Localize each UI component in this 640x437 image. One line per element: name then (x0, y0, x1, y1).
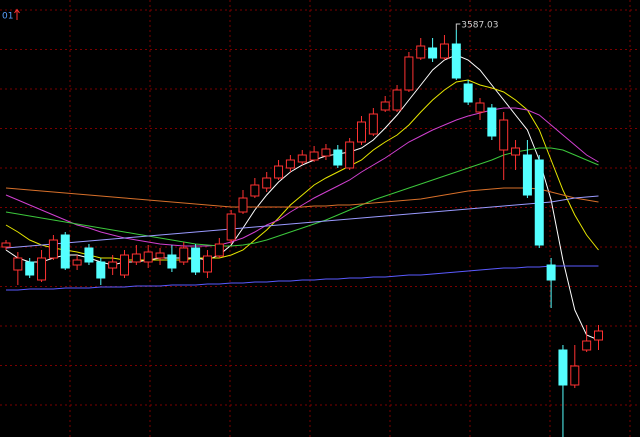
candle-body (511, 147, 521, 156)
candle-body (155, 252, 165, 259)
candle-body (558, 349, 568, 386)
candle-body (60, 234, 70, 269)
candle-body (451, 43, 461, 79)
candle-body (582, 340, 592, 351)
candle-body (333, 149, 343, 166)
candle-body (546, 264, 556, 281)
candle-body (72, 259, 82, 266)
candle-body (594, 330, 603, 341)
candle-body (570, 365, 580, 386)
candle-body (404, 56, 414, 91)
candle-body (475, 102, 485, 113)
candle-body (84, 247, 94, 263)
candle-body (96, 261, 106, 279)
annotations: 3587.03 (455, 20, 499, 30)
candle-body (321, 148, 331, 157)
candle-body (25, 261, 35, 276)
candle-body (1, 242, 11, 248)
candle-body (143, 251, 153, 263)
candle-body (214, 243, 224, 257)
candle-body (250, 184, 260, 197)
candle-body (416, 45, 426, 59)
candle-body (167, 254, 177, 269)
period-label: 01 (2, 12, 13, 22)
candle-body (108, 261, 118, 269)
candle-body (345, 141, 355, 169)
candle-body (262, 177, 272, 189)
candles (1, 29, 603, 437)
candle-body (238, 197, 248, 213)
up-arrow (14, 8, 20, 20)
candle-body (179, 247, 189, 263)
candle-body (534, 159, 544, 246)
candle-body (368, 113, 378, 135)
candle-body (13, 257, 23, 271)
candle-body (522, 154, 532, 196)
ma-line (6, 265, 599, 291)
candle-body (487, 107, 497, 137)
candle-body (297, 154, 307, 163)
moving-averages (5, 54, 599, 341)
candle-body (463, 83, 473, 103)
candle-body (48, 239, 58, 259)
candle-body (380, 101, 390, 111)
ma-line (5, 79, 599, 261)
candle-body (309, 151, 319, 161)
candle-body (428, 47, 438, 59)
ma-line (5, 195, 599, 249)
candle-body (274, 165, 284, 179)
candle-body (202, 255, 212, 273)
candle-body (131, 253, 141, 263)
ma-line (5, 107, 599, 247)
candle-body (392, 89, 402, 111)
ma-line (5, 147, 599, 247)
candle-body (191, 247, 201, 273)
candle-body (439, 43, 449, 59)
annotation-leader (455, 23, 461, 30)
candle-body (120, 254, 129, 276)
candle-body (357, 121, 366, 143)
candle-body (226, 213, 236, 241)
ma-line (5, 187, 599, 208)
high-label: 3587.03 (461, 20, 498, 30)
candle-body (37, 257, 47, 281)
candle-body (285, 159, 295, 169)
candle-body (499, 119, 509, 151)
